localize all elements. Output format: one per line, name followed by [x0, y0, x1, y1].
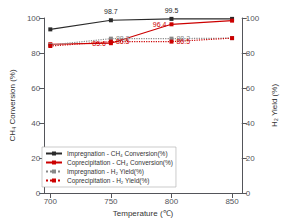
svg-text:Coprecipitation - H₂ Yield(%): Coprecipitation - H₂ Yield(%) [67, 177, 149, 185]
svg-text:20: 20 [246, 154, 255, 163]
svg-text:99.5: 99.5 [165, 7, 179, 14]
svg-text:86.5: 86.5 [176, 38, 190, 45]
svg-text:85.6: 85.6 [92, 40, 106, 47]
svg-text:100: 100 [27, 14, 41, 23]
svg-text:0: 0 [246, 189, 251, 198]
svg-text:850: 850 [225, 197, 239, 206]
svg-text:Impregnation - H₂ Yield(%): Impregnation - H₂ Yield(%) [67, 168, 144, 176]
svg-text:750: 750 [104, 197, 118, 206]
svg-text:80: 80 [246, 49, 255, 58]
svg-text:60: 60 [31, 84, 40, 93]
svg-text:86.5: 86.5 [116, 38, 130, 45]
svg-text:60: 60 [246, 84, 255, 93]
svg-text:Coprecipitation - CH₄ Conversi: Coprecipitation - CH₄ Conversion(%) [67, 159, 173, 167]
svg-text:Temperature (℃): Temperature (℃) [113, 209, 174, 218]
svg-text:0: 0 [36, 189, 41, 198]
svg-text:96.4: 96.4 [153, 21, 167, 28]
svg-text:80: 80 [31, 49, 40, 58]
svg-text:40: 40 [246, 119, 255, 128]
svg-text:98.7: 98.7 [104, 8, 118, 15]
svg-text:Impregnation - CH₄ Conversion(: Impregnation - CH₄ Conversion(%) [67, 150, 168, 158]
svg-text:20: 20 [31, 154, 40, 163]
svg-text:CH₄ Conversion (%): CH₄ Conversion (%) [8, 69, 17, 142]
svg-text:100: 100 [246, 14, 260, 23]
svg-text:H₂ Yield (%): H₂ Yield (%) [270, 84, 279, 127]
svg-text:800: 800 [165, 197, 179, 206]
svg-text:700: 700 [44, 197, 58, 206]
svg-text:40: 40 [31, 119, 40, 128]
